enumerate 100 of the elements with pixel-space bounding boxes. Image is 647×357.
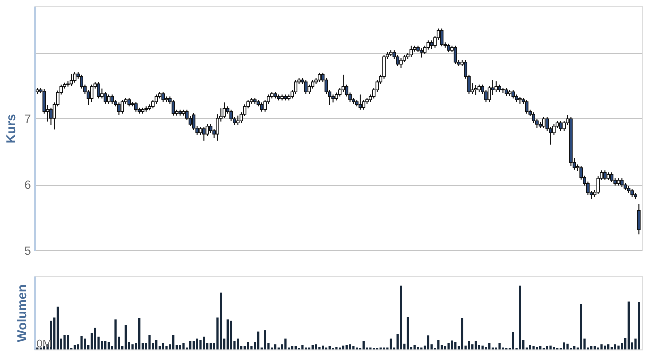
bar xyxy=(448,343,450,350)
candlestick xyxy=(358,94,362,110)
bar xyxy=(550,346,552,350)
bar xyxy=(512,332,514,350)
bar xyxy=(553,347,556,350)
candlestick xyxy=(318,72,322,83)
bar xyxy=(67,334,70,350)
candlestick xyxy=(396,54,400,67)
bar xyxy=(172,334,175,350)
candlestick xyxy=(107,94,111,104)
bar xyxy=(179,345,182,350)
bar xyxy=(302,345,304,350)
bar xyxy=(529,345,532,350)
bar xyxy=(132,344,134,350)
bar xyxy=(108,342,110,350)
bar xyxy=(247,342,250,350)
y-axis-title: Wolumen xyxy=(14,284,30,342)
bar xyxy=(124,325,128,350)
candlestick xyxy=(236,115,240,126)
candlestick xyxy=(70,74,74,87)
candlestick xyxy=(559,120,563,132)
bar xyxy=(468,341,470,350)
bar xyxy=(349,344,352,350)
y-tick-label: 6 xyxy=(24,178,32,192)
bar xyxy=(451,340,454,350)
bar xyxy=(114,320,117,350)
bar xyxy=(417,347,420,350)
bar xyxy=(566,344,569,350)
bar xyxy=(438,340,440,350)
bar xyxy=(628,302,630,350)
bar xyxy=(600,344,603,350)
candlestick xyxy=(474,85,478,96)
candlestick xyxy=(400,58,403,69)
bar xyxy=(346,345,348,350)
candlestick xyxy=(154,94,158,104)
candlestick xyxy=(97,82,100,100)
bar xyxy=(638,302,640,350)
bar xyxy=(84,338,86,350)
bar xyxy=(200,340,202,350)
candlestick xyxy=(202,126,206,142)
candlestick xyxy=(162,92,166,102)
bar xyxy=(536,347,538,350)
bar xyxy=(336,347,338,350)
candlestick xyxy=(104,92,108,104)
bar xyxy=(532,346,535,350)
candlestick xyxy=(120,100,124,114)
candlestick xyxy=(260,102,264,112)
bar xyxy=(220,292,222,350)
candlestick xyxy=(304,80,308,95)
bar xyxy=(498,343,501,350)
candlestick xyxy=(525,100,529,114)
bar xyxy=(56,306,60,350)
bar xyxy=(400,286,402,350)
bar xyxy=(312,345,314,350)
bar xyxy=(94,328,96,350)
bar xyxy=(427,336,430,350)
bar xyxy=(101,341,104,350)
candlestick xyxy=(73,72,77,84)
bar xyxy=(604,346,606,350)
y-tick-label: 5 xyxy=(24,244,32,258)
bar xyxy=(485,347,488,350)
bar xyxy=(257,332,260,350)
bar xyxy=(138,318,141,350)
candlestick xyxy=(100,88,104,100)
candlestick xyxy=(454,45,458,65)
bar xyxy=(250,346,253,350)
candlestick xyxy=(308,84,312,95)
y-tick-label: 7 xyxy=(24,112,32,126)
candlestick xyxy=(134,102,138,112)
candlestick xyxy=(342,74,346,93)
candlestick xyxy=(603,170,607,182)
candlestick xyxy=(426,40,430,50)
bar xyxy=(64,334,66,350)
bar xyxy=(618,346,620,350)
candlestick xyxy=(50,107,53,126)
bar xyxy=(478,345,481,350)
candlestick xyxy=(410,45,414,58)
bar xyxy=(80,336,83,350)
candlestick xyxy=(637,204,641,236)
bar xyxy=(406,317,410,350)
y-axis-title: Kurs xyxy=(4,114,19,144)
bar xyxy=(610,347,614,350)
bar xyxy=(264,330,266,350)
bar xyxy=(519,286,522,350)
bar xyxy=(414,345,416,350)
bar xyxy=(318,347,321,350)
candlestick xyxy=(294,80,298,95)
bar xyxy=(74,345,76,350)
candlestick xyxy=(494,81,498,93)
bar xyxy=(482,346,484,350)
bar xyxy=(352,346,355,350)
candlestick xyxy=(420,48,424,58)
bar xyxy=(563,342,566,350)
candlestick xyxy=(610,172,614,183)
bar xyxy=(182,343,185,350)
bar xyxy=(230,320,232,350)
bar xyxy=(461,318,464,350)
candlestick xyxy=(230,109,234,122)
bar xyxy=(315,344,318,350)
candlestick xyxy=(110,94,114,104)
